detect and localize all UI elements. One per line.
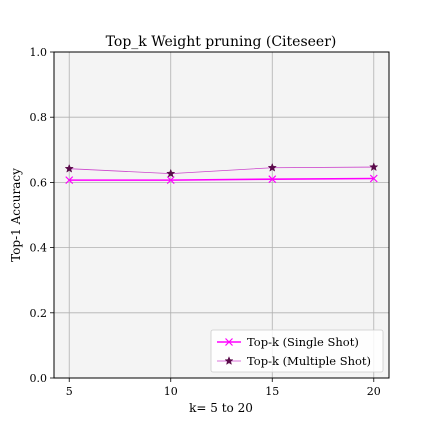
series-layer	[64, 162, 379, 185]
chart-title: Top_k Weight pruning (Citeseer)	[106, 34, 337, 50]
x-tick-label: 20	[367, 385, 381, 398]
plot-frame	[53, 51, 390, 379]
y-tick-label: 1.0	[30, 46, 48, 59]
y-axis-label: Top-1 Accuracy	[9, 168, 23, 262]
x-marker-stroke	[225, 338, 233, 346]
x-axis-label: k= 5 to 20	[189, 401, 253, 415]
x-tick-label: 5	[66, 385, 73, 398]
data-point-star-marker	[166, 168, 176, 178]
legend-swatch-marker	[224, 356, 234, 365]
x-marker-stroke	[65, 176, 74, 185]
data-point-star-marker	[369, 162, 379, 172]
x-marker-stroke	[268, 175, 277, 184]
y-tick-label: 0.8	[30, 111, 48, 124]
x-marker-stroke	[369, 174, 378, 183]
data-point-x-marker	[65, 176, 74, 185]
legend: Top-k (Single Shot) Top-k (Multiple Shot)	[210, 329, 384, 373]
legend-label: Top-k (Multiple Shot)	[247, 354, 371, 368]
y-tick-label: 0.4	[30, 242, 48, 255]
x-tick-label: 10	[164, 385, 178, 398]
series-line	[69, 166, 374, 175]
data-point-x-marker	[369, 174, 378, 183]
x-tick-label: 15	[265, 385, 279, 398]
data-point-x-marker	[166, 176, 175, 185]
x-marker-stroke	[166, 176, 175, 185]
legend-box	[210, 329, 384, 373]
y-tick-label: 0.0	[30, 372, 48, 385]
ticks: 5 10 15 20 0.0 0.2 0.4 0.6 0.8 1.0	[30, 46, 381, 398]
series-1	[65, 174, 378, 185]
legend-label: Top-k (Single Shot)	[247, 335, 359, 349]
legend-swatch-marker	[225, 338, 233, 346]
data-point-star-marker	[267, 162, 277, 172]
y-tick-label: 0.6	[30, 176, 48, 189]
data-point-star-marker	[64, 163, 74, 173]
y-tick-label: 0.2	[30, 307, 48, 320]
data-point-x-marker	[268, 175, 277, 184]
legend-entry: Top-k (Single Shot)	[217, 335, 359, 349]
legend-entry: Top-k (Multiple Shot)	[217, 354, 371, 368]
series-line	[69, 177, 374, 181]
series-2	[64, 162, 379, 178]
plot-area	[54, 52, 389, 378]
